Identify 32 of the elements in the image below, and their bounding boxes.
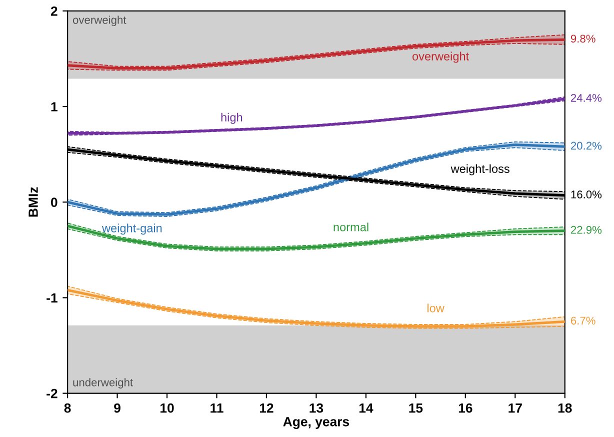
series-label: weight-loss xyxy=(450,164,510,176)
x-tick-label: 13 xyxy=(310,403,324,413)
x-tick-label: 10 xyxy=(160,403,174,413)
x-tick-label: 17 xyxy=(508,404,522,413)
x-tick-label: 11 xyxy=(210,404,224,413)
y-tick-label: 1 xyxy=(51,102,58,112)
x-tick-label: 18 xyxy=(558,403,572,413)
y-tick-label: 2 xyxy=(50,6,58,16)
x-tick-label: 8 xyxy=(64,403,71,413)
x-axis-title: Age, years xyxy=(283,417,350,430)
x-tick-label: 15 xyxy=(409,404,423,413)
y-axis-title: BMIz xyxy=(28,187,38,217)
series-label: low xyxy=(428,304,444,312)
text: 9.8% xyxy=(570,34,596,43)
y-tick-label: 0 xyxy=(51,198,58,208)
text: 22.9% xyxy=(570,226,602,234)
y-tick-label: -1 xyxy=(46,293,58,302)
series-label: overweight xyxy=(412,52,470,63)
x-tick-label: 9 xyxy=(114,403,120,413)
series-label: normal xyxy=(334,222,368,232)
y-tick-label: -2 xyxy=(46,388,58,398)
x-tick-label: 16 xyxy=(458,403,472,413)
x-tick-label: 12 xyxy=(260,403,274,413)
text: 16.0% xyxy=(571,190,602,198)
band-label: overweight xyxy=(72,16,126,26)
text: 24.4% xyxy=(570,94,602,102)
x-tick-label: 14 xyxy=(359,404,374,413)
text: 6.7% xyxy=(571,316,596,325)
series-label: high xyxy=(221,112,242,124)
series-label: weight-gain xyxy=(102,224,162,235)
text: 20.2% xyxy=(570,142,602,150)
band-label: underweight xyxy=(73,378,133,389)
